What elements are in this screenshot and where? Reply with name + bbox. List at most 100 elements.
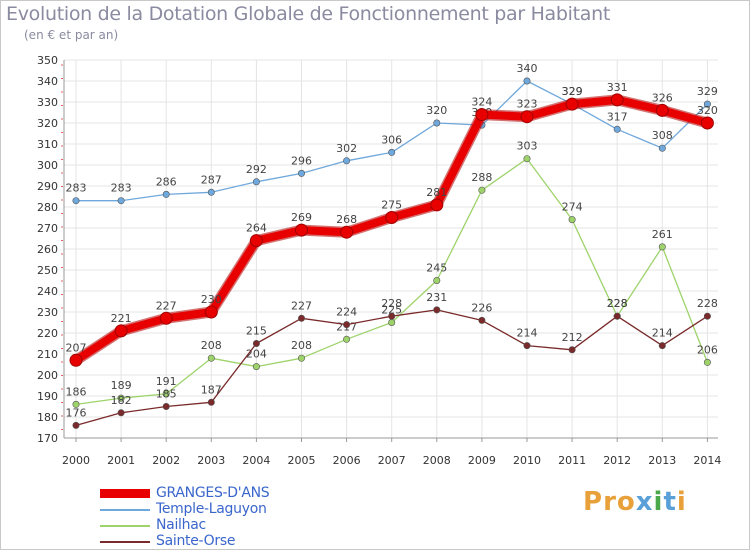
data-point (433, 276, 441, 284)
data-label: 329 (562, 85, 583, 98)
x-tick-label: 2011 (558, 454, 586, 467)
data-point (72, 421, 80, 429)
logo-letter: t (663, 487, 677, 517)
data-label: 261 (652, 228, 673, 241)
data-label: 264 (246, 222, 267, 235)
y-tick-label: 170 (37, 432, 58, 445)
data-point (249, 234, 263, 248)
data-point (388, 312, 396, 320)
data-label: 208 (291, 339, 312, 352)
data-label: 212 (562, 331, 583, 344)
data-point (520, 110, 534, 124)
data-point (433, 306, 441, 314)
data-point (207, 354, 215, 362)
data-label: 214 (517, 327, 538, 340)
data-point (433, 119, 441, 127)
x-tick-label: 2005 (288, 454, 316, 467)
chart-title: Evolution de la Dotation Globale de Fonc… (6, 3, 611, 25)
data-point (430, 198, 444, 212)
data-point (297, 314, 305, 322)
data-label: 329 (697, 85, 718, 98)
data-label: 208 (201, 339, 222, 352)
legend-swatch (100, 489, 150, 498)
data-point (162, 402, 170, 410)
data-label: 176 (66, 406, 87, 419)
legend-label: Temple-Laguyon (156, 501, 267, 517)
y-tick-label: 330 (37, 96, 58, 109)
data-label: 317 (607, 110, 628, 123)
data-point (117, 394, 125, 402)
data-point (252, 178, 260, 186)
y-tick-label: 250 (37, 264, 58, 277)
data-label: 283 (66, 182, 87, 195)
y-tick-label: 230 (37, 306, 58, 319)
data-point (159, 311, 173, 325)
data-label: 283 (111, 182, 132, 195)
data-label: 191 (156, 375, 177, 388)
data-label: 245 (426, 262, 447, 275)
y-tick-label: 270 (37, 222, 58, 235)
y-tick-label: 200 (37, 369, 58, 382)
data-label: 189 (111, 379, 132, 392)
data-label: 182 (111, 394, 132, 407)
data-label: 214 (652, 327, 673, 340)
data-point (610, 93, 624, 107)
data-point (343, 335, 351, 343)
x-tick-label: 2007 (378, 454, 406, 467)
data-point (117, 197, 125, 205)
data-point (72, 197, 80, 205)
data-point (207, 188, 215, 196)
data-label: 228 (697, 297, 718, 310)
y-tick-label: 180 (37, 411, 58, 424)
x-tick-label: 2000 (62, 454, 90, 467)
data-label: 308 (652, 129, 673, 142)
data-label: 286 (156, 175, 177, 188)
data-label: 288 (471, 171, 492, 184)
x-tick-label: 2010 (513, 454, 541, 467)
data-label: 303 (517, 140, 538, 153)
logo-letter: r (603, 487, 617, 517)
data-point (658, 144, 666, 152)
data-point (343, 157, 351, 165)
data-point (388, 148, 396, 156)
data-label: 281 (426, 186, 447, 199)
data-label: 227 (291, 299, 312, 312)
x-tick-label: 2014 (693, 454, 721, 467)
data-point (162, 390, 170, 398)
data-point (703, 100, 711, 108)
data-label: 224 (336, 306, 357, 319)
logo-letter: o (616, 487, 636, 517)
data-label: 329 (562, 85, 583, 98)
x-tick-label: 2009 (468, 454, 496, 467)
legend-swatch (100, 525, 150, 527)
data-point (340, 225, 354, 239)
legend-label: Nailhac (156, 517, 206, 533)
data-point (565, 97, 579, 111)
legend-label: Sainte-Orse (156, 533, 236, 549)
logo-letter: P (583, 487, 604, 517)
legend-label: GRANGES-D'ANS (156, 485, 270, 501)
y-tick-label: 260 (37, 243, 58, 256)
data-point (523, 155, 531, 163)
data-label: 206 (697, 343, 718, 356)
data-point (297, 169, 305, 177)
data-label: 292 (246, 163, 267, 176)
data-point (478, 316, 486, 324)
y-tick-label: 240 (37, 285, 58, 298)
data-label: 326 (652, 91, 673, 104)
chart-subtitle: (en € et par an) (24, 28, 119, 42)
data-label: 228 (607, 297, 628, 310)
data-label: 274 (562, 201, 583, 214)
logo-letter: i (653, 487, 664, 517)
y-tick-label: 220 (37, 327, 58, 340)
x-tick-label: 2003 (197, 454, 225, 467)
y-tick-label: 310 (37, 138, 58, 151)
data-point (658, 243, 666, 251)
data-point (343, 321, 351, 329)
y-tick-label: 190 (37, 390, 58, 403)
data-point (703, 312, 711, 320)
data-point (162, 190, 170, 198)
data-point (69, 353, 83, 367)
data-point (72, 400, 80, 408)
